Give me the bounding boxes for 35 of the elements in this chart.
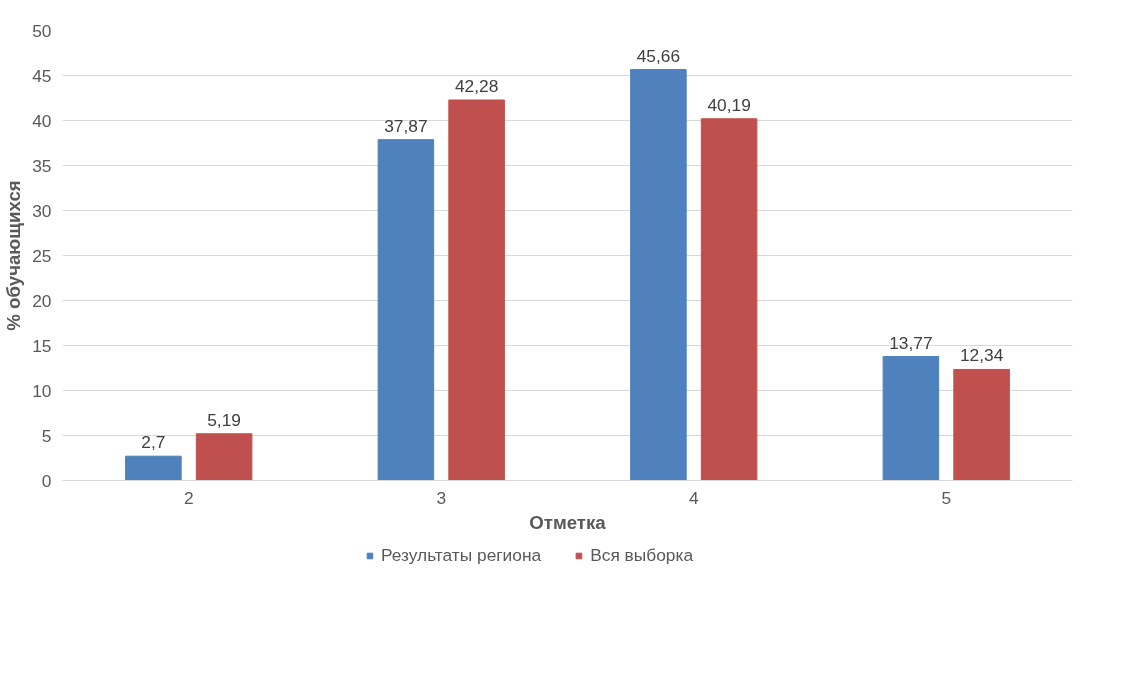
data-label: 13,77 (889, 332, 933, 353)
data-label: 2,7 (141, 432, 166, 453)
data-label: 45,66 (636, 45, 681, 66)
x-axis-title: Отметка (529, 511, 607, 533)
y-tick-label: 25 (32, 245, 52, 266)
bar (195, 433, 253, 481)
data-label: 42,28 (454, 75, 499, 96)
bar (448, 99, 505, 481)
x-tick-label: 3 (436, 487, 447, 508)
bar (630, 69, 687, 481)
bar (700, 118, 758, 481)
data-label: 5,19 (207, 409, 241, 430)
y-tick-label: 5 (41, 425, 52, 446)
y-tick-label: 35 (32, 155, 52, 176)
legend-label: Вся выборка (590, 544, 694, 566)
bar (953, 368, 1010, 481)
legend-label: Результаты региона (380, 544, 542, 566)
bar (125, 455, 182, 481)
y-tick-label: 40 (32, 110, 52, 131)
x-tick-label: 4 (688, 487, 699, 508)
bar (882, 356, 940, 481)
data-label: 40,19 (707, 94, 751, 115)
y-tick-label: 20 (32, 290, 52, 311)
x-tick-label: 2 (183, 487, 194, 508)
y-axis-title: % обучающихся (3, 180, 25, 331)
y-tick-label: 0 (41, 470, 52, 491)
y-tick-label: 30 (32, 200, 52, 221)
y-tick-label: 15 (32, 335, 52, 356)
y-tick-label: 50 (32, 20, 52, 41)
x-tick-label: 5 (941, 487, 952, 508)
y-tick-label: 45 (32, 65, 52, 86)
y-tick-label: 10 (32, 380, 52, 401)
data-label: 12,34 (959, 345, 1004, 366)
data-label: 37,87 (384, 115, 428, 136)
bar (377, 139, 435, 481)
